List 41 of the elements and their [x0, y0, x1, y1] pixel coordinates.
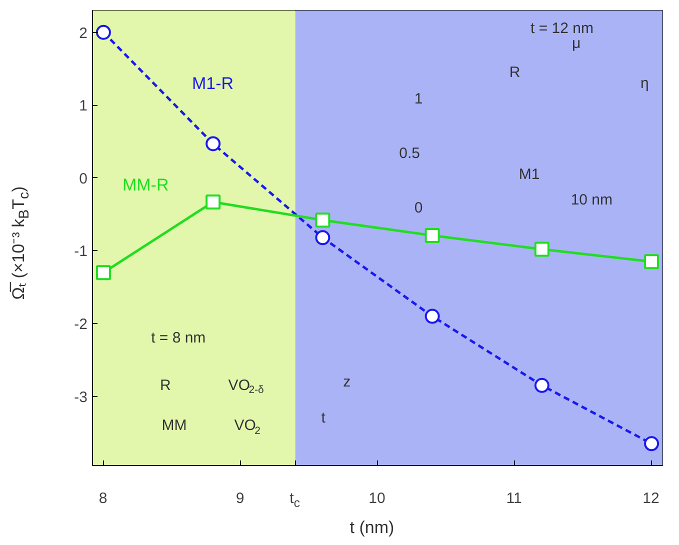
series-label: M1-R [192, 74, 234, 93]
annotation: 0.5 [399, 144, 420, 162]
point [206, 136, 221, 152]
point [424, 308, 440, 324]
point [206, 194, 221, 210]
annotation: t = 12 nm [530, 20, 594, 38]
y-tick-label: -2 [74, 316, 88, 334]
annotation: μ [572, 34, 581, 52]
annotation: MM [162, 416, 187, 434]
x-tick-label: 9 [236, 489, 244, 509]
series-label: MM-R [122, 176, 169, 195]
annotation: 1 [414, 90, 423, 108]
annotation: η [640, 74, 649, 92]
point [315, 230, 330, 246]
annotation: 10 nm [570, 191, 613, 208]
y-tick-label: 1 [79, 98, 88, 115]
point [534, 378, 550, 393]
y-tick-label: 0 [79, 170, 88, 188]
annotation: R [509, 64, 520, 81]
annotation: t = 8 nm [151, 330, 206, 347]
annotation: z [343, 373, 351, 390]
point [315, 212, 330, 228]
annotation: M1 [518, 166, 540, 183]
x-tick-label: 10 [368, 489, 386, 509]
y-tick-label: -3 [74, 388, 88, 406]
annotation: t [321, 410, 326, 427]
y-tick-label: -1 [74, 243, 88, 260]
point [96, 24, 111, 40]
annotation: R [160, 376, 172, 394]
x-tick-label: 12 [642, 489, 660, 509]
x-tick-label: 11 [506, 489, 522, 509]
x-tick-label: 8 [98, 489, 108, 509]
point [96, 265, 111, 280]
x-axis-title: t (nm) [350, 517, 394, 539]
point [644, 254, 660, 270]
point [644, 436, 660, 452]
point [424, 228, 440, 243]
annotation: 0 [414, 200, 423, 217]
y-tick-label: 2 [79, 24, 88, 42]
point [534, 242, 550, 257]
x-tick-label: t$_{c}$ [290, 489, 300, 512]
